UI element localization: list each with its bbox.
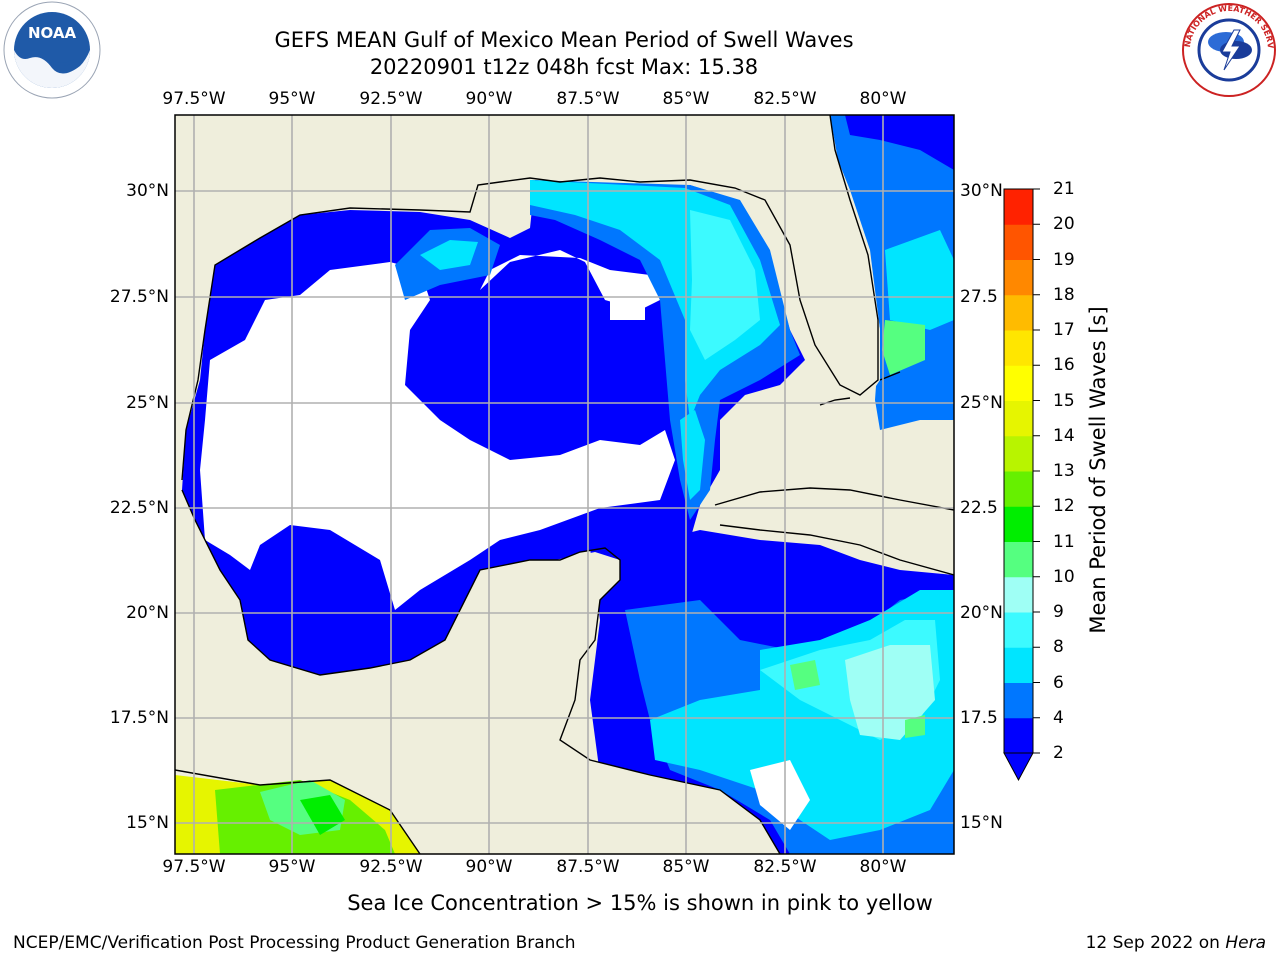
sea-ice-note-text: Sea Ice Concentration > 15% is shown in … [347, 891, 933, 915]
lat-tick-right: 15°N [960, 813, 1003, 833]
colorbar-tick: 4 [1053, 707, 1064, 728]
noaa-logo: NOAA [3, 1, 101, 99]
lon-tick-bottom: 92.5°W [359, 857, 423, 877]
colorbar-tick: 11 [1053, 531, 1075, 552]
lon-tick-top: 82.5°W [753, 89, 817, 109]
colorbar-band [1004, 435, 1033, 472]
colorbar-band [1004, 400, 1033, 437]
colorbar-band [1004, 612, 1033, 648]
lon-tick-top: 95°W [268, 89, 316, 109]
colorbar-band [1004, 541, 1033, 578]
honduras-coastline [175, 769, 421, 854]
lat-tick-right: 20°N [960, 603, 1003, 623]
colorbar-band [1004, 471, 1033, 507]
colorbar-band [1004, 576, 1033, 613]
colorbar-tick: 13 [1053, 461, 1075, 481]
svg-text:NOAA: NOAA [28, 24, 77, 42]
colorbar-band [1004, 189, 1033, 225]
colorbar-tick: 18 [1053, 284, 1075, 305]
cuba-coastline [714, 487, 954, 576]
colorbar-band [1004, 224, 1033, 260]
lat-tick-left: 27.5°N [109, 287, 169, 307]
footer-date-text: 12 Sep 2022 on [1085, 933, 1220, 953]
lon-tick-bottom: 82.5°W [753, 857, 817, 877]
colorbar-tick: 20 [1053, 214, 1075, 235]
colorbar-band [1004, 506, 1033, 542]
lon-tick-bottom: 97.5°W [162, 857, 226, 877]
colorbar-extend-arrow [1003, 752, 1034, 782]
nws-logo: NATIONAL WEATHER SERVICE [1178, 0, 1276, 97]
colorbar-band [1004, 365, 1033, 401]
lon-tick-bottom: 95°W [268, 857, 316, 877]
footer-date: 12 Sep 2022 on Hera [1086, 933, 1266, 953]
lat-tick-right: 27.5 [960, 287, 998, 307]
lon-tick-top: 80°W [859, 89, 907, 109]
colorbar-band [1004, 259, 1033, 296]
lat-tick-left: 30°N [126, 181, 169, 201]
colorbar-tick: 16 [1053, 355, 1075, 376]
lat-tick-right: 22.5 [960, 498, 998, 518]
yucatan-land [390, 552, 780, 854]
colorbar-tick: 17 [1053, 320, 1075, 340]
chart-subtitle: 20220901 t12z 048h fcst Max: 15.38 [369, 55, 759, 79]
colorbar-tick: 14 [1053, 425, 1075, 446]
lat-tick-right: 25°N [960, 393, 1003, 413]
footer-host: Hera [1225, 933, 1266, 953]
lat-tick-left: 22.5°N [109, 498, 169, 518]
colorbar-tick: 6 [1053, 672, 1064, 693]
lon-tick-bottom: 85°W [662, 857, 710, 877]
colorbar-tick: 10 [1053, 566, 1075, 587]
colorbar-tick: 15 [1053, 390, 1075, 411]
lon-tick-top: 87.5°W [556, 89, 620, 109]
map-frame [174, 114, 955, 855]
lat-tick-right: 17.5 [960, 708, 998, 728]
lon-tick-top: 85°W [662, 89, 710, 109]
lon-tick-top: 90°W [465, 89, 513, 109]
colorbar-tick: 19 [1053, 249, 1075, 270]
lon-tick-bottom: 90°W [465, 857, 513, 877]
lat-tick-left: 20°N [126, 603, 169, 623]
gulf-coastline [181, 115, 879, 481]
colorbar [1004, 188, 1040, 754]
colorbar-band [1004, 294, 1033, 331]
colorbar-tick: 8 [1053, 637, 1064, 658]
footer-branch: NCEP/EMC/Verification Post Processing Pr… [13, 933, 576, 953]
colorbar-band [1004, 682, 1033, 719]
lon-tick-bottom: 80°W [859, 857, 907, 877]
colorbar-band [1004, 330, 1033, 366]
lon-tick-top: 92.5°W [359, 89, 423, 109]
graticule [175, 115, 954, 854]
colorbar-tick: 2 [1053, 743, 1064, 763]
colorbar-band [1004, 647, 1033, 683]
lat-tick-left: 17.5°N [109, 708, 169, 728]
colorbar-tick: 12 [1053, 496, 1075, 517]
lat-tick-left: 25°N [126, 393, 169, 413]
colorbar-band [1004, 717, 1033, 754]
loop-current-core [690, 210, 760, 360]
lat-tick-right: 30°N [960, 181, 1003, 201]
colorbar-tick: 9 [1053, 602, 1064, 622]
colorbar-label: Mean Period of Swell Waves [s] [1086, 306, 1110, 634]
lon-tick-top: 97.5°W [162, 89, 226, 109]
colorbar-tick: 21 [1053, 179, 1075, 199]
cuba-land [715, 488, 954, 575]
lightning-icon [1221, 29, 1241, 71]
lon-tick-bottom: 87.5°W [556, 857, 620, 877]
lat-tick-left: 15°N [126, 813, 169, 833]
florida-land [700, 115, 954, 395]
chart-title: GEFS MEAN Gulf of Mexico Mean Period of … [274, 28, 854, 52]
gulf-nodata-west [200, 262, 675, 610]
